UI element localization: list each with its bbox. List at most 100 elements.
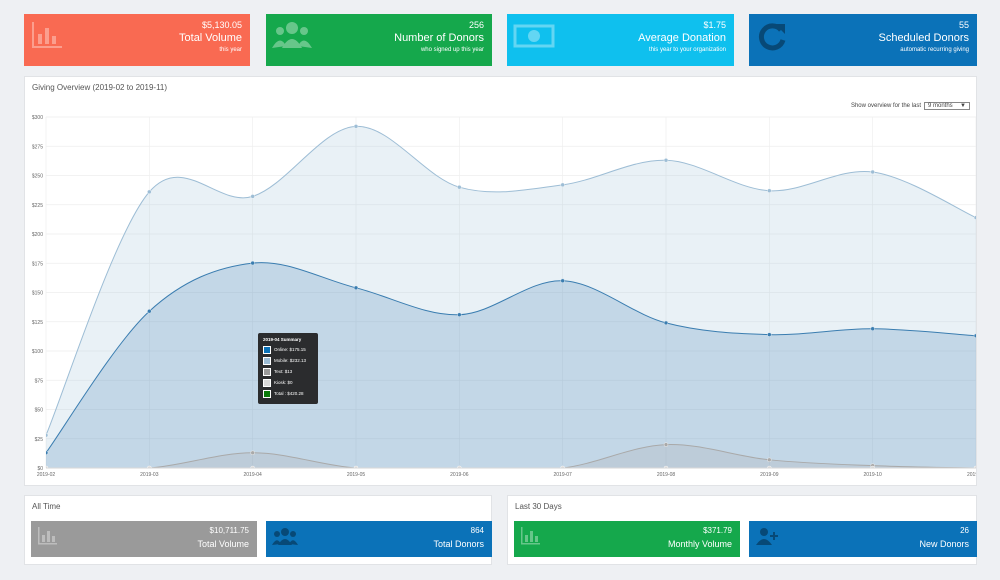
point	[457, 465, 462, 468]
x-tick-label: 2019-08	[657, 472, 676, 478]
x-tick-label: 2019-02	[37, 472, 56, 478]
stat-sub: this year	[219, 47, 242, 53]
point	[46, 465, 49, 468]
range-control: Show overview for the last 9 months ▼	[851, 102, 970, 110]
point	[147, 465, 152, 468]
point	[353, 124, 359, 129]
icon	[758, 23, 786, 51]
tooltip-title: 2019-04 Summary	[263, 337, 302, 342]
tooltip-row: Text: $13	[263, 366, 313, 377]
chart-title: Giving Overview (2019-02 to 2019-11)	[32, 83, 168, 92]
stat-label: Total Volume	[179, 32, 242, 44]
panel-title: All Time	[32, 502, 61, 511]
stat-value: 55	[958, 20, 969, 30]
icon	[38, 527, 57, 545]
point	[767, 332, 772, 337]
stat-value: 864	[470, 526, 484, 535]
line	[46, 262, 976, 454]
y-tick-label: $225	[32, 203, 43, 209]
chart: $0 $25 $50 $75 $100 $125 $150 $175 $200 $225 $250 $…	[32, 115, 976, 478]
range-select[interactable]: 9 months ▼	[924, 102, 970, 110]
stat-card: $371.79 Monthly Volume	[514, 521, 740, 557]
stat-card: $5,130.05 Total Volume this year	[24, 14, 250, 66]
line	[46, 444, 976, 468]
y-tick-label: $25	[35, 437, 44, 443]
point	[46, 450, 49, 455]
select-arrow: ▼	[960, 103, 966, 109]
y-tick-label: $125	[32, 320, 43, 326]
point	[560, 465, 565, 468]
swatch	[263, 345, 271, 354]
stat-card: 26 New Donors	[749, 521, 977, 557]
point	[663, 320, 669, 326]
tooltip-text: Total : $420.28	[274, 391, 304, 396]
swatch	[263, 356, 271, 365]
y-tick-label: $100	[32, 349, 43, 355]
x-tick-label: 2019-07	[553, 472, 572, 478]
stat-sub: automatic recurring giving	[900, 47, 969, 53]
stat-sub: who signed up this year	[420, 47, 484, 53]
stat-value: $5,130.05	[201, 20, 242, 30]
point	[147, 189, 152, 195]
y-tick-label: $200	[32, 232, 43, 238]
tooltip-row: Kiosk: $0	[263, 377, 313, 388]
stat-label: Monthly Volume	[667, 539, 732, 549]
point	[457, 184, 462, 190]
point	[353, 465, 359, 468]
point	[767, 188, 772, 193]
control-label: Show overview for the last	[850, 103, 921, 109]
stat-value: 256	[468, 20, 484, 30]
point	[46, 433, 49, 438]
stat-card: 55 Scheduled Donors automatic recurring …	[749, 14, 977, 66]
tooltip-text: Kiosk: $0	[274, 380, 293, 385]
stat-card: 864 Total Donors	[266, 521, 492, 557]
point	[870, 169, 875, 175]
x-tick-label: 2019-09	[760, 472, 779, 478]
swatch	[263, 378, 271, 387]
x-tick-label: 2019-10	[863, 472, 882, 478]
point	[973, 333, 976, 338]
icon	[521, 527, 540, 545]
x-tick-label: 2019-11	[967, 472, 976, 478]
last-30-days-panel: Last 30 Days $371.79 Monthly Volume 26 N…	[507, 495, 977, 565]
y-tick-label: $300	[32, 115, 43, 121]
stat-sub: this year to your organization	[648, 47, 726, 53]
stat-label: Average Donation	[638, 32, 726, 44]
point	[767, 465, 772, 468]
stat-value: $10,711.75	[209, 526, 249, 535]
stat-label: Number of Donors	[394, 32, 484, 44]
stat-value: $371.79	[703, 526, 732, 535]
area	[46, 444, 976, 468]
swatch	[263, 389, 271, 398]
tooltip: 2019-04 Summary Online: $175.15 Mobile: $…	[258, 333, 318, 404]
tooltip-row: Online: $175.15	[263, 344, 313, 355]
stat-card: 256 Number of Donors who signed up this …	[266, 14, 492, 66]
point	[353, 285, 359, 291]
area	[46, 262, 976, 468]
all-time-panel: All Time $10,711.75 Total Volume 864 Tot…	[24, 495, 492, 565]
panel-title: Last 30 Days	[515, 502, 562, 511]
point	[250, 194, 255, 199]
tooltip-text: Text: $13	[274, 369, 293, 374]
point	[250, 450, 255, 455]
x-tick-label: 2019-04	[243, 472, 262, 478]
point	[560, 278, 565, 284]
line	[46, 125, 976, 436]
y-tick-label: $0	[37, 466, 43, 472]
point	[147, 309, 152, 314]
point	[560, 182, 565, 188]
x-tick-label: 2019-03	[140, 472, 159, 478]
y-tick-label: $250	[32, 174, 43, 180]
stat-card: $10,711.75 Total Volume	[31, 521, 257, 557]
y-tick-label: $75	[35, 378, 44, 384]
select-value: 9 months	[928, 103, 953, 109]
icon	[32, 22, 62, 48]
tooltip-row: Mobile: $232.13	[263, 355, 313, 366]
point	[973, 465, 976, 468]
icon	[272, 528, 298, 545]
point	[663, 442, 669, 447]
tooltip-text: Mobile: $232.13	[274, 358, 307, 363]
stat-label: New Donors	[919, 539, 969, 549]
stat-label: Total Volume	[197, 539, 249, 549]
